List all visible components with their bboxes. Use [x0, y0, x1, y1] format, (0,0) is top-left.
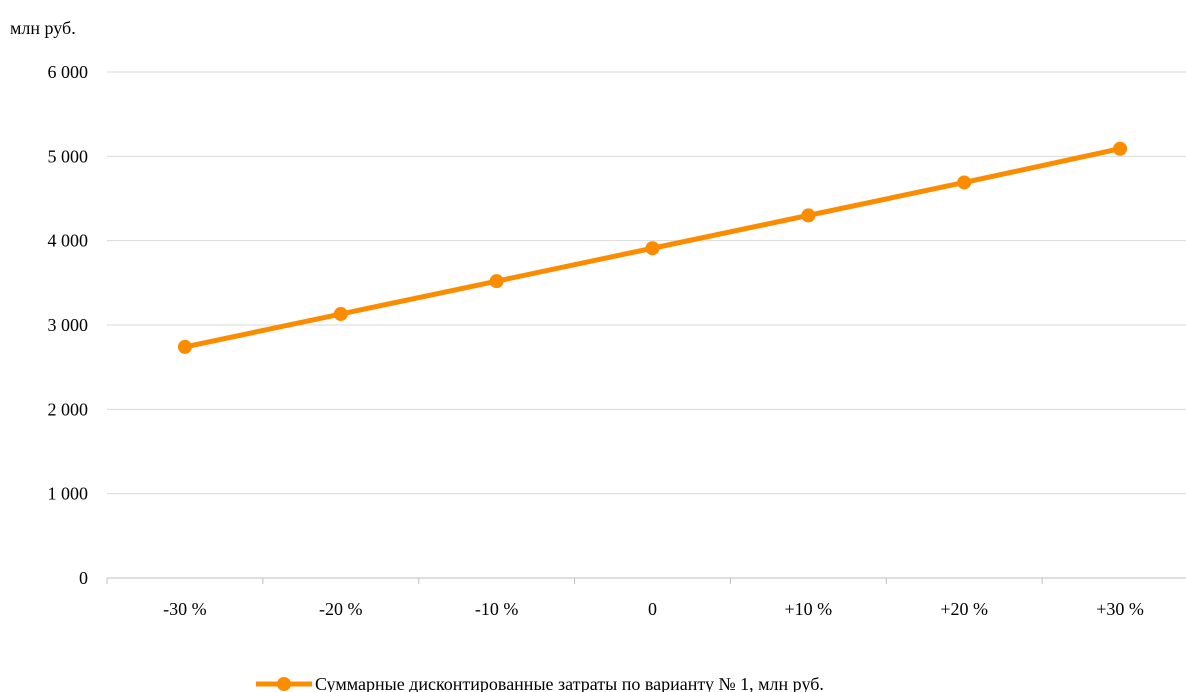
x-tick-label: +20 %	[940, 599, 988, 619]
y-tick-label: 5 000	[48, 146, 89, 166]
y-tick-label: 2 000	[48, 399, 89, 419]
y-tick-label: 0	[79, 568, 88, 588]
series-layer	[177, 141, 1128, 354]
data-point[interactable]	[645, 241, 660, 256]
data-point[interactable]	[177, 339, 192, 354]
legend[interactable]: Суммарные дисконтированные затраты по ва…	[256, 674, 824, 692]
y-tick-label: 3 000	[48, 315, 89, 335]
x-tick-label: +30 %	[1096, 599, 1144, 619]
x-tick-label: -30 %	[163, 599, 207, 619]
x-tick-label: -10 %	[475, 599, 519, 619]
x-axis-tick-labels: -30 % -20 % -10 % 0 +10 % +20 % +30 %	[163, 599, 1144, 619]
y-tick-label: 6 000	[48, 62, 89, 82]
legend-marker-swatch	[277, 677, 291, 691]
data-point[interactable]	[801, 208, 816, 223]
data-point[interactable]	[957, 175, 972, 190]
data-point[interactable]	[333, 307, 348, 322]
x-tick-label: -20 %	[319, 599, 363, 619]
y-tick-label: 4 000	[48, 231, 89, 251]
y-axis-tick-labels: 0 1 000 2 000 3 000 4 000 5 000 6 000	[48, 62, 89, 588]
x-axis-ticks	[106, 578, 1043, 584]
gridlines	[107, 71, 1186, 495]
y-axis-unit-label: млн руб.	[10, 18, 76, 38]
data-point[interactable]	[489, 274, 504, 289]
data-point[interactable]	[1113, 141, 1128, 156]
x-tick-label: 0	[648, 599, 657, 619]
legend-series-label: Суммарные дисконтированные затраты по ва…	[315, 674, 824, 692]
x-tick-label: +10 %	[785, 599, 833, 619]
y-tick-label: 1 000	[48, 484, 89, 504]
